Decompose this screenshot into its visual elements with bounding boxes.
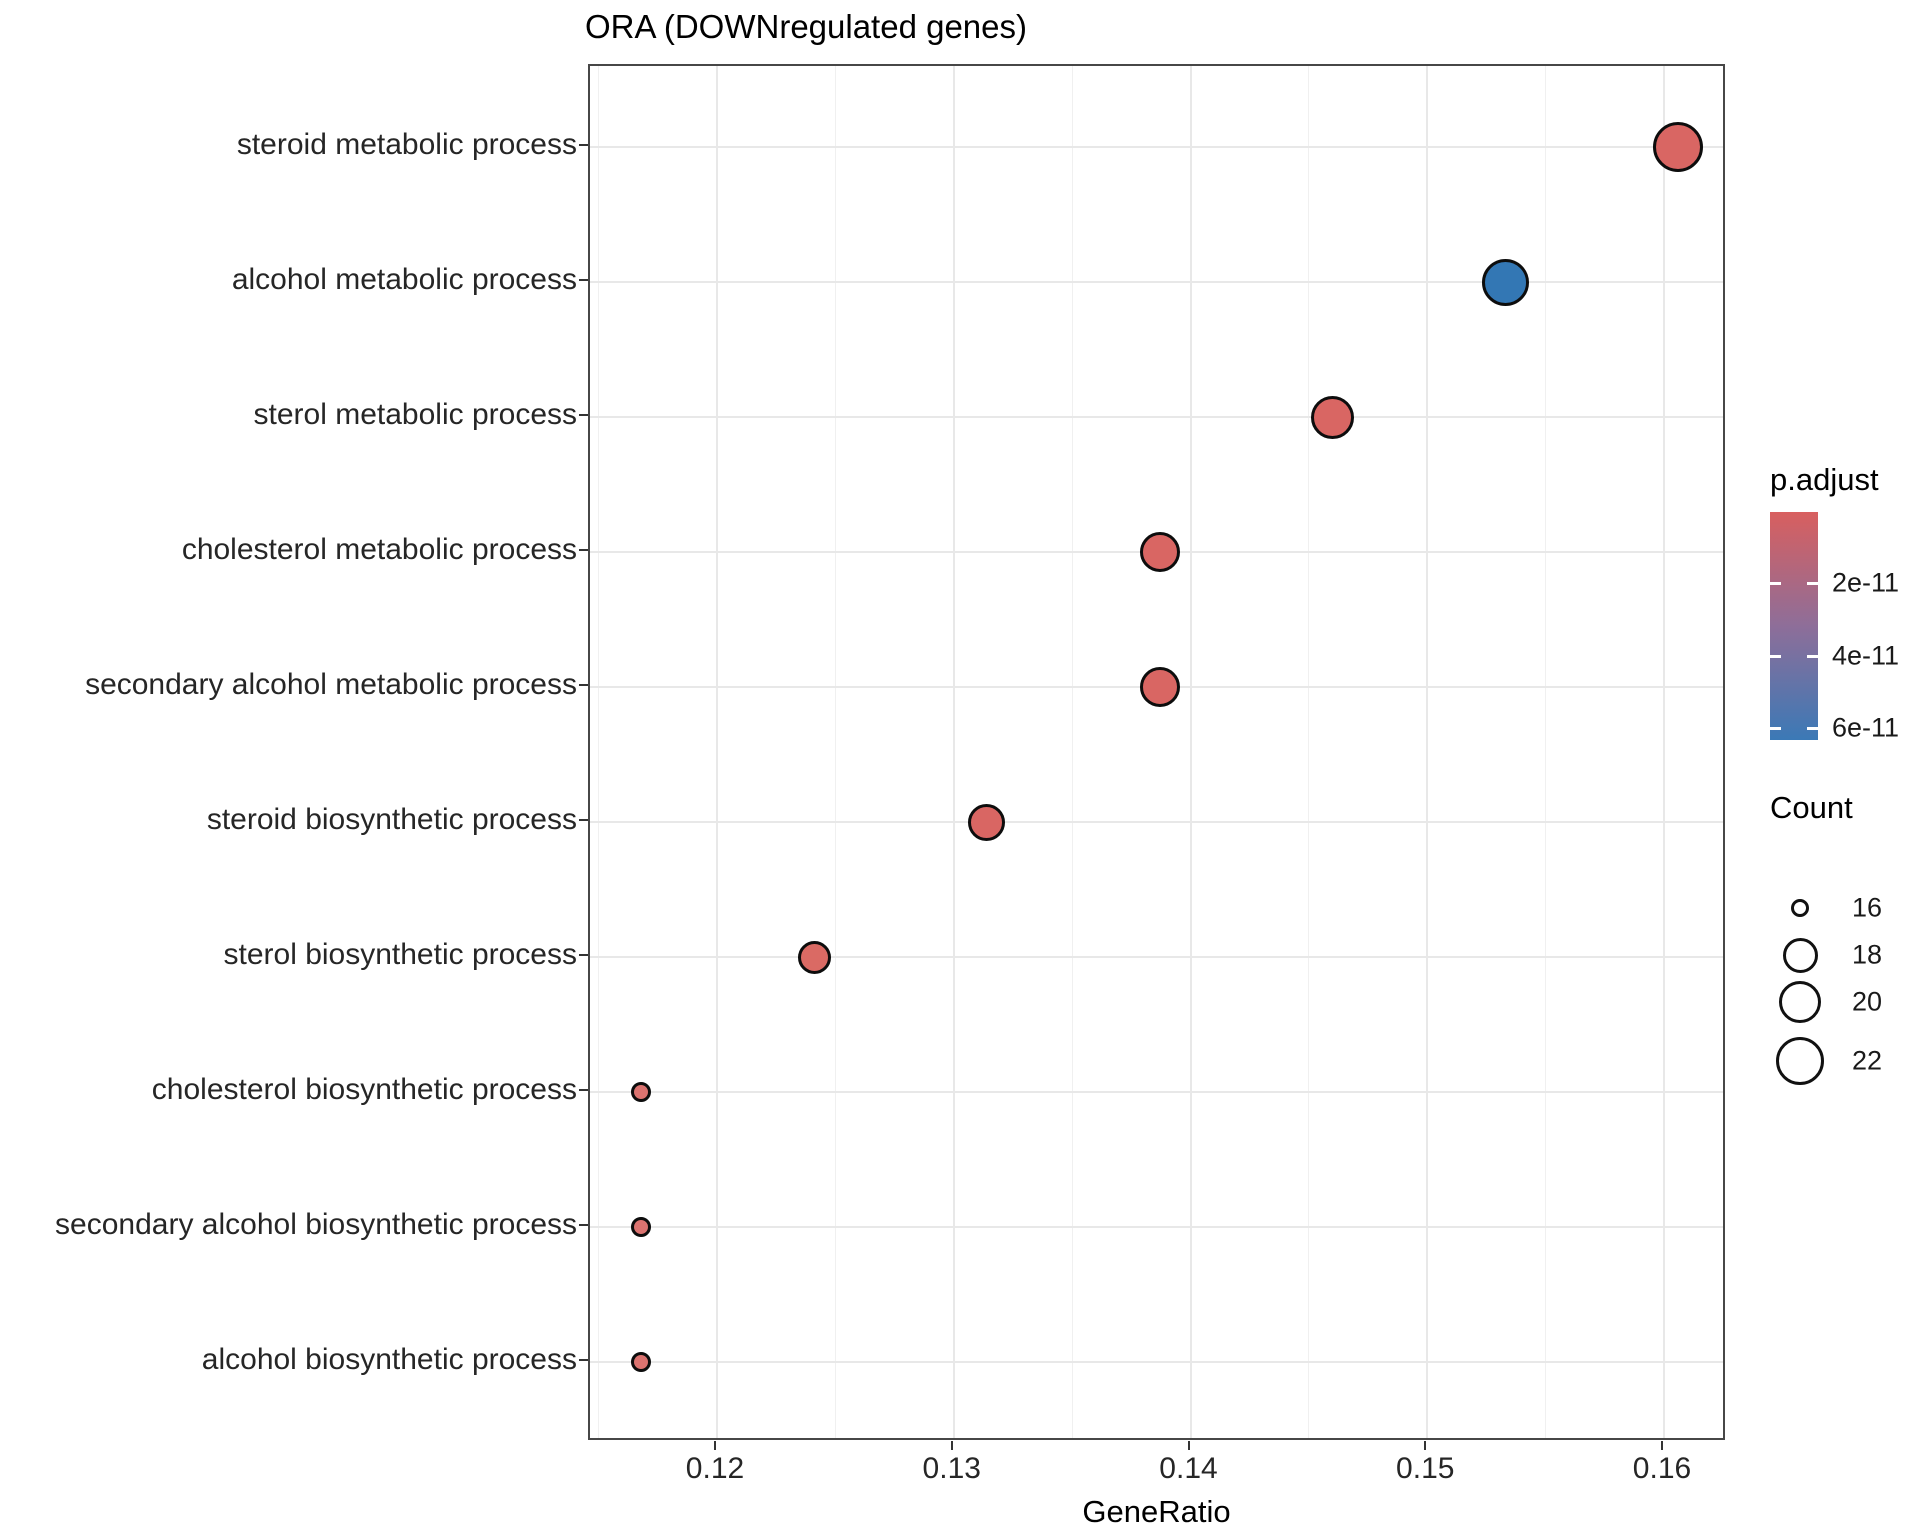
count-key-label-18: 18 [1852, 939, 1883, 970]
gridline-major-x-0.16 [1663, 66, 1665, 1438]
p-adjust-legend: p.adjust 2e-11 4e-11 6e-11 [1770, 462, 1920, 743]
y-tick-sterol-biosynthetic-process [579, 954, 588, 956]
count-key-label-16: 16 [1852, 892, 1883, 923]
gridline-row-secondary-alcohol-biosynthetic-process [590, 1226, 1723, 1228]
p-adjust-legend-title: p.adjust [1770, 462, 1879, 497]
x-tick-0.16 [1661, 1441, 1663, 1450]
count-key-circle-16 [1791, 899, 1809, 917]
y-tick-alcohol-metabolic-process [579, 279, 588, 281]
x-axis-title: GeneRatio [1082, 1494, 1231, 1529]
x-tick-0.15 [1424, 1441, 1427, 1450]
y-tick-secondary-alcohol-metabolic-process [579, 684, 588, 686]
count-key-circle-18 [1782, 937, 1818, 973]
y-tick-sterol-metabolic-process [579, 414, 588, 416]
y-label-alcohol-metabolic-process: alcohol metabolic process [231, 263, 577, 296]
colorbar-label-2: 6e-11 [1832, 712, 1900, 743]
count-key-circle-22 [1776, 1037, 1824, 1085]
dot-secondary-alcohol-metabolic-process [1139, 667, 1180, 707]
count-key-circle-20 [1779, 981, 1821, 1023]
y-tick-cholesterol-biosynthetic-process [579, 1089, 588, 1091]
colorbar-notch-left-0 [1770, 582, 1781, 585]
x-label-0.12: 0.12 [685, 1452, 745, 1485]
dot-sterol-biosynthetic-process [797, 940, 831, 974]
gridline-major-x-0.12 [716, 66, 718, 1438]
dot-alcohol-biosynthetic-process [631, 1352, 652, 1372]
gridline-row-alcohol-metabolic-process [590, 281, 1723, 283]
y-label-secondary-alcohol-metabolic-process: secondary alcohol metabolic process [85, 668, 577, 701]
y-tick-alcohol-biosynthetic-process [579, 1359, 588, 1361]
colorbar-notch-right-2 [1807, 727, 1818, 730]
y-label-alcohol-biosynthetic-process: alcohol biosynthetic process [201, 1343, 577, 1376]
gridline-minor-x-0.145 [1308, 66, 1310, 1438]
gridline-major-x-0.14 [1189, 66, 1192, 1438]
count-key-label-20: 20 [1852, 986, 1883, 1017]
y-tick-secondary-alcohol-biosynthetic-process [579, 1224, 588, 1226]
colorbar-notch-left-1 [1770, 655, 1781, 658]
dot-alcohol-metabolic-process [1481, 258, 1529, 306]
gridline-minor-x-0.135 [1071, 66, 1073, 1438]
x-label-0.15: 0.15 [1396, 1452, 1455, 1485]
dot-steroid-biosynthetic-process [968, 803, 1006, 841]
x-label-0.13: 0.13 [922, 1452, 981, 1485]
count-key-label-22: 22 [1852, 1045, 1883, 1076]
gridline-row-cholesterol-biosynthetic-process [590, 1091, 1723, 1093]
y-tick-steroid-metabolic-process [579, 144, 588, 146]
dot-steroid-metabolic-process [1653, 122, 1704, 172]
y-label-sterol-biosynthetic-process: sterol biosynthetic process [223, 938, 578, 971]
count-legend-title: Count [1770, 790, 1853, 825]
x-label-0.16: 0.16 [1632, 1452, 1692, 1485]
gridline-row-steroid-metabolic-process [590, 146, 1723, 148]
x-tick-0.12 [714, 1441, 716, 1450]
p-adjust-colorbar: 2e-11 4e-11 6e-11 [1770, 512, 1899, 743]
x-label-0.14: 0.14 [1159, 1452, 1218, 1485]
x-tick-0.13 [950, 1441, 953, 1450]
y-label-secondary-alcohol-biosynthetic-process: secondary alcohol biosynthetic process [55, 1208, 577, 1241]
colorbar-notch-right-0 [1807, 582, 1818, 585]
y-label-cholesterol-metabolic-process: cholesterol metabolic process [181, 533, 577, 566]
gridline-minor-x-0.125 [834, 66, 836, 1438]
y-tick-cholesterol-metabolic-process [579, 549, 588, 551]
y-label-steroid-biosynthetic-process: steroid biosynthetic process [206, 803, 577, 836]
count-legend-keys: 16 18 20 22 [1770, 840, 1920, 1100]
gridline-row-sterol-metabolic-process [590, 416, 1723, 418]
count-legend: Count 16 18 20 22 [1770, 790, 1920, 1100]
colorbar-notch-left-2 [1770, 727, 1781, 730]
gridline-row-alcohol-biosynthetic-process [590, 1361, 1723, 1363]
gridline-minor-x-0.155 [1545, 66, 1547, 1438]
dot-cholesterol-metabolic-process [1139, 532, 1180, 572]
colorbar-notch-right-1 [1807, 655, 1818, 658]
gridline-row-steroid-biosynthetic-process [590, 821, 1723, 823]
dot-secondary-alcohol-biosynthetic-process [631, 1217, 652, 1237]
plot-panel [588, 64, 1725, 1440]
gridline-major-x-0.15 [1426, 66, 1429, 1438]
plot-title: ORA (DOWNregulated genes) [585, 8, 1028, 45]
gridline-row-sterol-biosynthetic-process [590, 956, 1723, 958]
y-label-sterol-metabolic-process: sterol metabolic process [253, 398, 577, 431]
colorbar-label-1: 4e-11 [1832, 640, 1900, 671]
gridline-minor-x-0.115 [598, 66, 600, 1438]
x-tick-0.14 [1187, 1441, 1190, 1450]
gridline-major-x-0.13 [952, 66, 955, 1438]
y-label-steroid-metabolic-process: steroid metabolic process [236, 128, 577, 161]
dot-cholesterol-biosynthetic-process [631, 1082, 652, 1102]
dot-sterol-metabolic-process [1311, 395, 1355, 439]
y-label-cholesterol-biosynthetic-process: cholesterol biosynthetic process [151, 1073, 577, 1106]
colorbar-label-0: 2e-11 [1832, 567, 1900, 598]
y-tick-steroid-biosynthetic-process [579, 819, 588, 821]
